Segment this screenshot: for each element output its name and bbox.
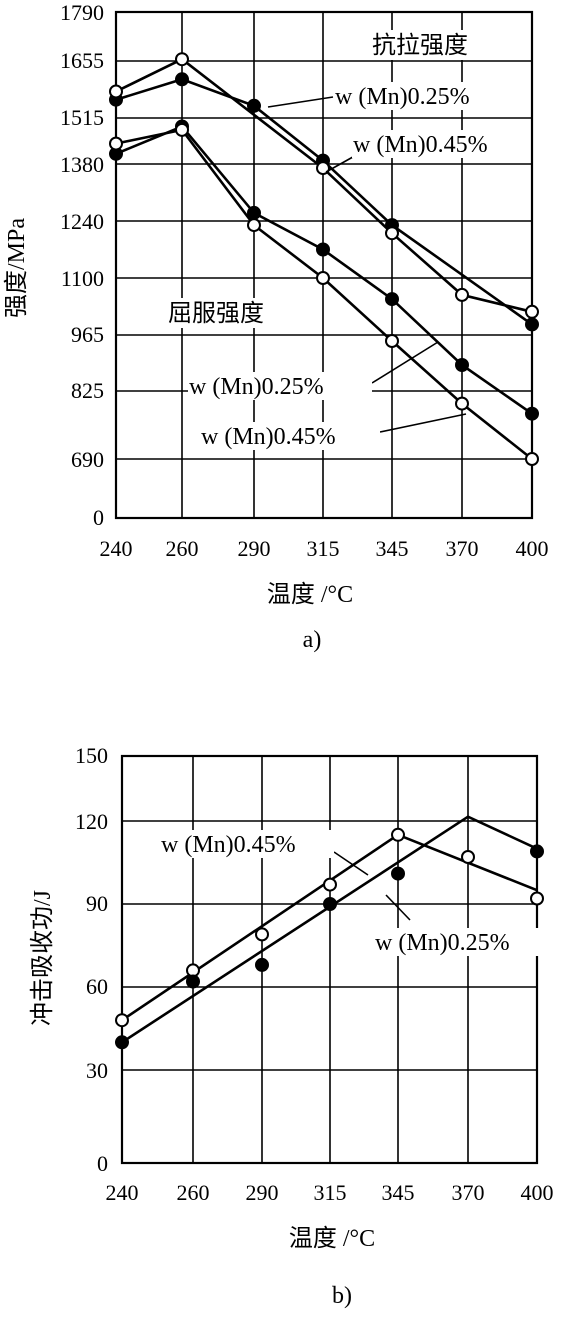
b-label-mn025: w (Mn)0.25%: [375, 930, 510, 956]
a-series-2-point-3: [316, 242, 330, 257]
a-label-tensile-mn025: w (Mn)0.25%: [335, 84, 470, 110]
a-series-1-point-1: [175, 52, 189, 67]
a-series-1-point-4: [455, 287, 469, 302]
a-plot-frame: [114, 10, 534, 520]
a-group-label-yield: 屈服强度: [168, 300, 264, 327]
a-series-1-point-2: [316, 161, 330, 176]
chart-b-grid: [120, 754, 539, 1165]
a-group-label-tensile: 抗拉强度: [372, 32, 468, 59]
a-ytick-965: 965: [71, 322, 104, 347]
a-label-tensile-mn045: w (Mn)0.45%: [353, 132, 488, 158]
b-y-axis-label: 冲击吸收功/J: [29, 890, 56, 1026]
a-series-1-line: [115, 57, 533, 314]
a-series-0-point-2: [247, 98, 261, 113]
b-series-1-point-3: [323, 897, 337, 911]
b-series-1-point-4: [391, 866, 405, 881]
b-xtick-345: 345: [382, 1180, 415, 1205]
b-xtick-370: 370: [452, 1180, 485, 1205]
a-series-3-point-1: [175, 122, 189, 137]
b-x-axis-label: 温度 /°C: [289, 1225, 375, 1252]
a-series-3-point-2: [247, 218, 261, 233]
a-y-axis-label: 强度/MPa: [3, 218, 30, 318]
b-series-1-point-1: [186, 974, 200, 989]
b-leader-mn025: [385, 894, 411, 921]
a-leader-tensile-025: [267, 96, 334, 108]
a-xtick-370: 370: [446, 536, 479, 561]
a-ytick-825: 825: [71, 378, 104, 403]
chart-a-y-tick-labels: 0 690 825 965 1100 1240 1380 1515 1655 1…: [60, 0, 104, 530]
b-xtick-240: 240: [106, 1180, 139, 1205]
a-label-yield-mn045: w (Mn)0.45%: [201, 424, 336, 450]
b-xtick-290: 290: [246, 1180, 279, 1205]
chart-b-markers: [115, 827, 544, 1050]
a-series-0-point-5: [525, 317, 539, 332]
a-series-3-point-0: [109, 136, 123, 151]
b-xtick-260: 260: [177, 1180, 210, 1205]
a-series-3-point-6: [525, 452, 539, 466]
a-series-0-line: [115, 77, 533, 326]
b-ytick-120: 120: [75, 809, 108, 834]
a-series-2-point-6: [525, 406, 539, 421]
chart-b-y-tick-labels: 0 30 60 90 120 150: [75, 743, 108, 1176]
b-ytick-30: 30: [86, 1058, 108, 1083]
a-series-3-line: [115, 128, 533, 461]
a-xtick-260: 260: [166, 536, 199, 561]
a-series-1-point-3: [385, 226, 399, 241]
a-ytick-1655: 1655: [60, 48, 104, 73]
a-xtick-345: 345: [376, 536, 409, 561]
chart-b-x-tick-labels: 240 260 290 315 345 370 400: [106, 1180, 554, 1205]
a-series-2-point-4: [385, 292, 399, 307]
b-xtick-400: 400: [521, 1180, 554, 1205]
b-label-mn045: w (Mn)0.45%: [161, 832, 296, 858]
b-plot-frame: [120, 754, 539, 1165]
b-series-0-point-2: [255, 927, 269, 942]
a-ytick-1240: 1240: [60, 209, 104, 234]
b-leader-mn045: [333, 851, 369, 876]
b-ytick-150: 150: [75, 743, 108, 768]
a-series-1-point-5: [525, 304, 539, 319]
a-series-2-point-2: [247, 205, 261, 220]
a-ytick-1515: 1515: [60, 105, 104, 130]
a-caption: a): [303, 627, 322, 653]
b-series-1-line: [121, 815, 538, 1044]
b-ytick-0: 0: [97, 1151, 108, 1176]
b-caption: b): [332, 1283, 352, 1309]
a-ytick-1790: 1790: [60, 0, 104, 25]
chart-a-x-tick-labels: 240 260 290 315 345 370 400: [100, 536, 549, 561]
a-ytick-0: 0: [93, 505, 104, 530]
a-xtick-290: 290: [238, 536, 271, 561]
b-series-0-point-3: [323, 877, 337, 892]
b-ytick-60: 60: [86, 974, 108, 999]
a-leader-yield-025: [371, 341, 439, 384]
a-series-3-point-5: [455, 396, 469, 411]
b-ytick-90: 90: [86, 891, 108, 916]
b-series-0-point-5: [461, 850, 475, 864]
a-ytick-690: 690: [71, 447, 104, 472]
a-xtick-400: 400: [516, 536, 549, 561]
a-xtick-315: 315: [307, 536, 340, 561]
a-ytick-1380: 1380: [60, 152, 104, 177]
b-series-0-point-6: [530, 891, 544, 906]
a-ytick-1100: 1100: [61, 266, 104, 291]
b-series-1-point-0: [115, 1035, 129, 1050]
a-leader-yield-045: [379, 413, 467, 433]
b-series-0-point-0: [115, 1013, 129, 1028]
b-series-0-point-4: [391, 827, 405, 842]
chart-b: 0 30 60 90 120 150 240 260 290 315 345 3…: [29, 743, 554, 1309]
chart-a: 0 690 825 965 1100 1240 1380 1515 1655 1…: [3, 0, 549, 653]
a-series-2-point-5: [455, 358, 469, 372]
a-xtick-240: 240: [100, 536, 133, 561]
a-series-3-point-4: [385, 334, 399, 348]
a-series-3-point-3: [316, 271, 330, 285]
a-x-axis-label: 温度 /°C: [267, 581, 353, 608]
b-series-1-point-5: [530, 844, 544, 859]
b-xtick-315: 315: [314, 1180, 347, 1205]
b-series-1-point-2: [255, 957, 269, 972]
chart-a-markers: [109, 52, 539, 466]
a-series-0-point-1: [175, 72, 189, 87]
a-series-1-point-0: [109, 84, 123, 99]
a-label-yield-mn025: w (Mn)0.25%: [189, 374, 324, 400]
